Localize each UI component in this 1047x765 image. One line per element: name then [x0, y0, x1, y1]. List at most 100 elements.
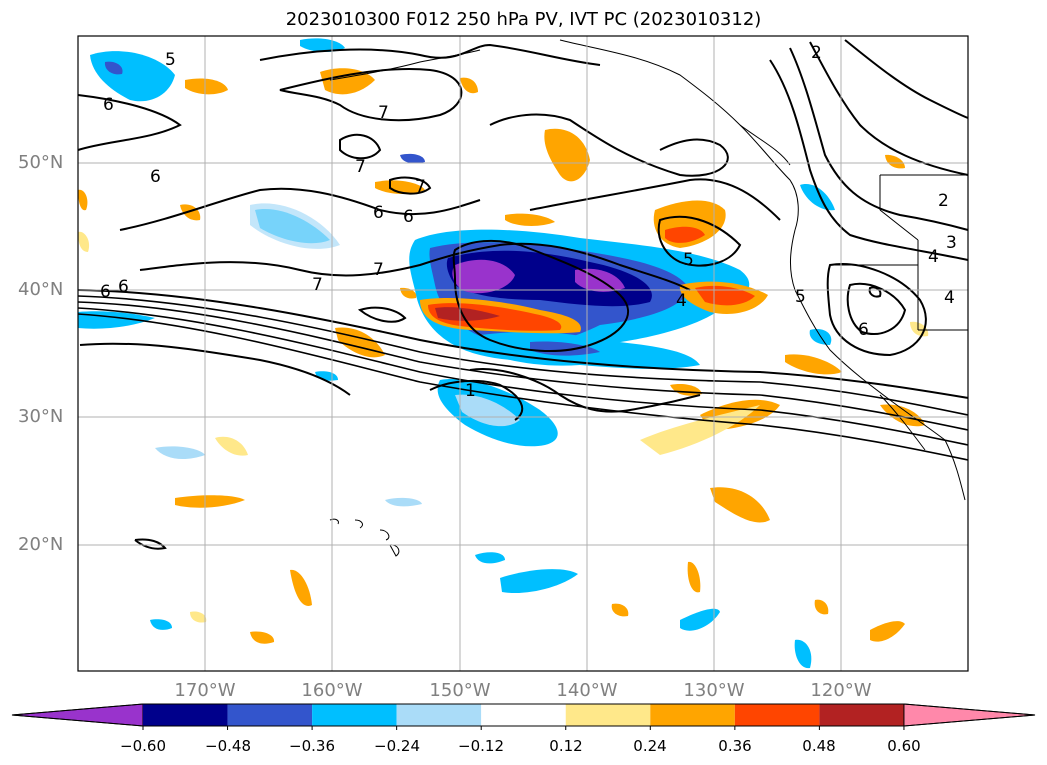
contour-trough: [469, 368, 701, 413]
colorbar-bin: [396, 704, 482, 726]
pos-nw: [185, 78, 228, 95]
lon-label-140: 140°W: [556, 680, 618, 701]
pos-s12: [78, 189, 88, 211]
contour-label: 5: [165, 50, 176, 70]
lon-label-150: 150°W: [429, 680, 491, 701]
pos-central-band-core: [435, 307, 500, 321]
colorbar-bin: [481, 704, 566, 726]
contour-label: 6: [150, 167, 161, 187]
neg-alaska: [300, 38, 345, 53]
neg-s5: [155, 446, 205, 460]
contour-label: 1: [465, 381, 476, 401]
pos-s7: [687, 561, 701, 593]
neg-anomaly-core: [452, 259, 515, 294]
neg-s7: [150, 619, 172, 630]
contour-label: 2: [938, 191, 949, 211]
contour-label: 7: [415, 177, 426, 197]
lat-label-50: 50°N: [18, 152, 64, 173]
contour-label-group: 5 6 6 7 7 7 6 6 6 7 7 6 5 4 2 4 4 5 6 1 …: [100, 43, 957, 401]
contour-alaska: [259, 43, 601, 66]
colorbar-tick-label: −0.12: [458, 737, 504, 755]
jet-contour-3: [77, 301, 969, 431]
state-borders: [830, 174, 968, 331]
gridlines: [78, 36, 968, 671]
contour-label: 4: [676, 291, 687, 311]
pos-s6: [611, 603, 629, 617]
contour-label: 7: [355, 157, 366, 177]
pos-ne-blob-core: [665, 226, 705, 243]
neg-nw-core: [104, 61, 123, 75]
colorbar-bin: [734, 704, 820, 726]
pos-s2: [710, 487, 770, 523]
contour-sw-band: [79, 342, 351, 396]
contour-label: 5: [683, 250, 694, 270]
lon-label-170: 170°W: [174, 680, 236, 701]
contour-label: 6: [858, 320, 869, 340]
colorbar-tick-label: −0.24: [374, 737, 420, 755]
neg-coast: [800, 184, 835, 211]
coastlines: [329, 39, 968, 557]
neg-south-core: [530, 341, 600, 356]
contour-label: 7: [378, 103, 389, 123]
pos-s19: [400, 287, 417, 299]
pos-coast: [785, 354, 842, 375]
neg-s3: [680, 608, 720, 631]
contour-label: 3: [946, 233, 957, 253]
pv-contours: [77, 39, 969, 550]
colorbar-tick-label: −0.60: [120, 737, 166, 755]
pos-s10: [880, 404, 925, 427]
contour-small-5: [868, 286, 882, 298]
us-west-coast: [790, 229, 966, 501]
contour-label: 6: [118, 277, 129, 297]
contour-label: 6: [403, 207, 414, 227]
contour-low-loop: [452, 239, 630, 352]
contour-label: 6: [373, 203, 384, 223]
contour-gulf: [489, 113, 729, 177]
contour-label: 2: [811, 43, 822, 63]
colorbar-extend-right: [903, 703, 1036, 727]
contour-small-3: [389, 176, 432, 195]
colorbar-bin: [650, 704, 735, 726]
pos-s15: [814, 599, 829, 615]
colorbar-bin: [143, 704, 228, 726]
pos-s16: [885, 154, 905, 169]
lat-label-40: 40°N: [18, 279, 64, 300]
pos-s11: [180, 204, 201, 221]
neg-s1: [500, 569, 578, 594]
pos-s14: [190, 611, 207, 623]
neg-s2: [475, 552, 505, 564]
baja: [879, 394, 926, 451]
pos-s13: [78, 231, 90, 252]
contour-small-1: [339, 133, 382, 160]
contour-label: 7: [312, 275, 323, 295]
colorbar-tick-label: 0.12: [549, 737, 583, 755]
colorbar-bin: [565, 704, 651, 726]
pos-sw: [175, 495, 245, 508]
contour-n-7: [279, 68, 463, 122]
pos-s9: [215, 436, 248, 456]
neg-hawaii-light: [455, 394, 520, 427]
contour-east-closed-2: [846, 282, 907, 335]
colorbar-tick-label: 0.48: [802, 737, 836, 755]
jet-contour-2: [77, 295, 969, 416]
bc-coast: [739, 124, 799, 231]
contour-e-loop: [657, 215, 742, 267]
contour-coast-1: [769, 59, 969, 261]
colorbar-tick-label: −0.36: [289, 737, 335, 755]
colorbar: [11, 703, 1036, 730]
lon-label-120: 120°W: [810, 680, 872, 701]
contour-label: 7: [373, 260, 384, 280]
hawaii-islands: [329, 518, 400, 557]
contour-nw-6: [77, 94, 182, 151]
contour-small-2: [357, 306, 407, 323]
neg-west-band-light: [250, 203, 340, 249]
colorbar-tick-label: 0.60: [887, 737, 921, 755]
contour-label: 6: [100, 282, 111, 302]
contour-east-closed: [826, 263, 927, 357]
colorbar-bin: [227, 704, 313, 726]
colorbar-tick-label: 0.36: [718, 737, 752, 755]
pos-s18: [460, 77, 478, 94]
pos-s8: [870, 621, 905, 642]
pos-north: [544, 128, 590, 182]
